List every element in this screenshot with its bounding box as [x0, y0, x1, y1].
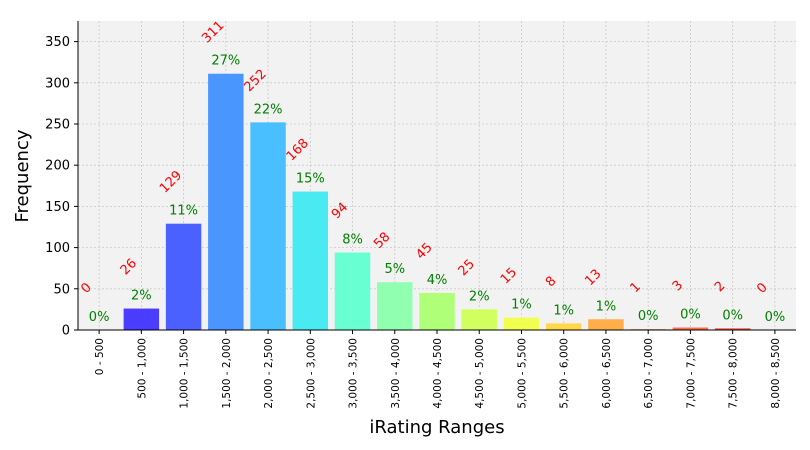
bar	[377, 282, 413, 330]
percent-label: 2%	[131, 289, 152, 304]
x-tick-label: 5,500 - 6,000	[559, 338, 571, 409]
axes: 0 50 100 150 200 250 300 350 0 - 500 500 - 1,000 1…	[45, 21, 796, 409]
bar	[672, 327, 709, 330]
bar	[545, 323, 582, 330]
x-tick-label: 8,000 - 8,500	[770, 338, 782, 409]
percent-label: 22%	[254, 102, 283, 117]
percent-label: 2%	[469, 289, 490, 304]
x-tick-label: 7,000 - 7,500	[685, 338, 697, 409]
percent-label: 1%	[553, 303, 574, 318]
x-tick-label: 2,500 - 3,000	[305, 338, 317, 409]
bar	[461, 309, 497, 330]
x-tick-label: 4,500 - 5,000	[474, 338, 486, 409]
percent-label: 8%	[342, 233, 363, 248]
bar	[714, 328, 751, 330]
percent-label: 27%	[211, 54, 240, 69]
x-tick-label: 1,500 - 2,000	[221, 338, 233, 409]
y-tick-label: 200	[45, 159, 70, 174]
x-tick-label: 3,000 - 3,500	[348, 338, 360, 409]
percent-label: 0%	[680, 308, 701, 323]
percent-label: 4%	[427, 273, 448, 288]
bar	[250, 122, 286, 331]
bar	[503, 317, 540, 330]
bar	[208, 73, 244, 331]
percent-label: 1%	[511, 298, 532, 313]
y-tick-label: 250	[45, 118, 70, 133]
bar	[292, 191, 329, 330]
y-tick-label: 0	[62, 324, 70, 339]
x-axis-label: iRating Ranges	[369, 417, 504, 438]
percent-label: 0%	[89, 310, 110, 325]
bar	[165, 223, 202, 330]
percent-label: 0%	[765, 310, 786, 325]
x-tick-label: 1,000 - 1,500	[179, 338, 191, 409]
percent-label: 1%	[596, 299, 617, 314]
y-tick-label: 100	[45, 241, 70, 256]
bars	[123, 73, 751, 331]
bar	[419, 292, 455, 330]
x-tick-label: 0 - 500	[94, 338, 106, 375]
bar	[588, 319, 624, 330]
percent-label: 5%	[384, 262, 405, 277]
y-axis-label: Frequency	[12, 129, 33, 222]
x-tick-label: 2,000 - 2,500	[263, 338, 275, 409]
x-tick-label: 3,500 - 4,000	[390, 338, 402, 409]
percent-label: 15%	[296, 172, 325, 187]
x-tick-label: 5,000 - 5,500	[516, 338, 528, 409]
percent-label: 11%	[169, 204, 198, 219]
y-tick-label: 300	[45, 76, 70, 91]
x-tick-label: 7,500 - 8,000	[728, 338, 740, 409]
bar	[334, 252, 371, 330]
percent-label: 0%	[638, 309, 659, 324]
x-tick-label: 6,500 - 7,000	[643, 338, 655, 409]
percent-label: 0%	[722, 308, 743, 323]
x-tick-label: 4,000 - 4,500	[432, 338, 444, 409]
y-tick-label: 50	[53, 282, 70, 297]
x-tick-label: 6,000 - 6,500	[601, 338, 613, 409]
bar	[123, 308, 160, 330]
y-tick-label: 350	[45, 35, 70, 50]
y-tick-label: 150	[45, 200, 70, 215]
x-tick-label: 500 - 1,000	[136, 338, 148, 399]
